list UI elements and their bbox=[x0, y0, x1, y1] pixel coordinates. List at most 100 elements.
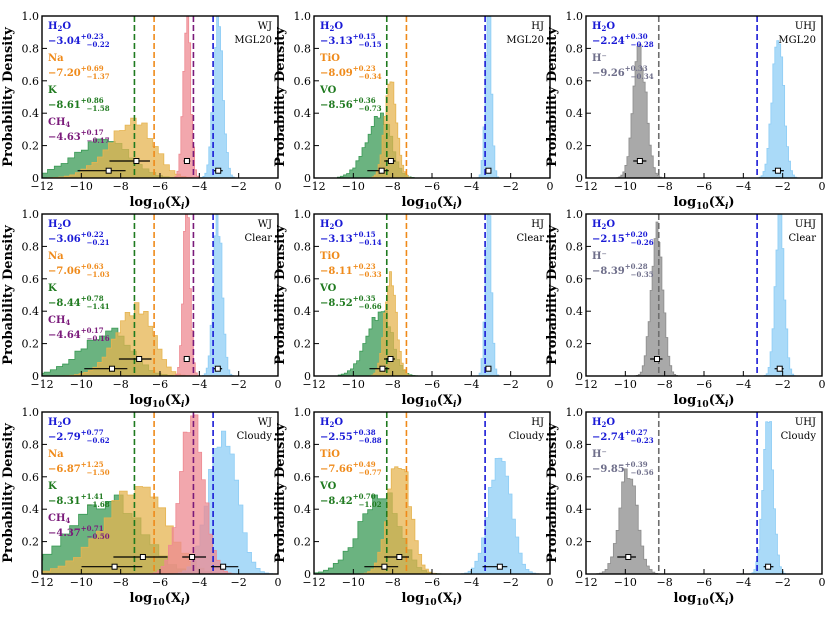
y-tick-label: 0 bbox=[304, 172, 311, 185]
species-name-vo: VO bbox=[319, 283, 337, 294]
y-axis-label: Probability Density bbox=[273, 27, 288, 167]
species-value-h2o: −2.24+0.30 −0.28 bbox=[592, 32, 654, 49]
y-axis-label: Probability Density bbox=[1, 225, 16, 365]
y-tick-label: 0.8 bbox=[22, 240, 40, 253]
y-axis-label: Probability Density bbox=[273, 423, 288, 563]
plot-area bbox=[314, 412, 540, 574]
y-tick-label: 0 bbox=[32, 172, 39, 185]
species-value-ch4: −4.37+0.71 −0.50 bbox=[48, 524, 110, 541]
y-tick-label: 0.4 bbox=[294, 107, 312, 120]
x-tick-label: −2 bbox=[231, 180, 247, 193]
x-tick-label: 0 bbox=[819, 180, 826, 193]
x-tick-label: −8 bbox=[385, 378, 401, 391]
x-tick-label: −6 bbox=[152, 180, 168, 193]
x-tick-label: −10 bbox=[70, 576, 93, 589]
posterior-tio bbox=[350, 466, 439, 574]
species-name-vo: VO bbox=[319, 481, 337, 492]
median-marker-h2o bbox=[215, 167, 222, 174]
x-tick-label: −6 bbox=[152, 378, 168, 391]
species-name-h2o: H2O bbox=[48, 21, 71, 33]
x-tick-label: −2 bbox=[231, 576, 247, 589]
model-label: Cloudy bbox=[509, 431, 545, 442]
species-name-tio: TiO bbox=[320, 53, 340, 64]
y-tick-label: 0 bbox=[576, 172, 583, 185]
x-axis-label: log10(Xi) bbox=[673, 195, 734, 212]
x-tick-label: 0 bbox=[547, 378, 554, 391]
species-value-tio: −8.09+0.23 −0.34 bbox=[320, 64, 382, 81]
y-tick-label: 1.0 bbox=[22, 208, 40, 221]
x-tick-label: −4 bbox=[735, 576, 751, 589]
model-label: MGL20 bbox=[506, 35, 544, 46]
panel-uhj-cloudy: −12 −10 −8 −6 −4 −2 0 0 0.2 0.4 0.6 0.8 1.0 Probabili… bbox=[545, 406, 826, 608]
model-label: Clear bbox=[788, 233, 816, 244]
species-value-na: −7.20+0.69 −1.37 bbox=[48, 64, 110, 81]
y-tick-label: 0.2 bbox=[566, 536, 584, 549]
x-tick-label: −2 bbox=[775, 378, 791, 391]
x-tick-label: −4 bbox=[463, 180, 479, 193]
posterior-tio bbox=[363, 271, 414, 376]
x-tick-label: −4 bbox=[191, 180, 207, 193]
planet-label: UHJ bbox=[795, 417, 816, 428]
x-tick-label: −6 bbox=[424, 378, 440, 391]
y-tick-label: 1.0 bbox=[294, 406, 312, 419]
median-marker-tio bbox=[387, 355, 394, 362]
y-tick-label: 0.8 bbox=[294, 42, 312, 55]
median-marker-h2o bbox=[214, 365, 221, 372]
x-tick-label: −10 bbox=[70, 180, 93, 193]
y-tick-label: 0.4 bbox=[566, 305, 584, 318]
panel-wj-clear: −12 −10 −8 −6 −4 −2 0 0 0.2 0.4 0.6 0.8 1.0 Probabili… bbox=[1, 208, 282, 410]
x-tick-label: −4 bbox=[735, 378, 751, 391]
median-marker-k bbox=[105, 167, 112, 174]
median-marker-h2o bbox=[485, 365, 492, 372]
posterior-ch4 bbox=[170, 16, 201, 178]
median-marker-k bbox=[109, 365, 116, 372]
x-tick-label: −12 bbox=[574, 180, 597, 193]
posterior-h2o bbox=[752, 40, 799, 178]
x-tick-label: −6 bbox=[696, 576, 712, 589]
plot-area bbox=[588, 412, 786, 574]
panel-wj-mgl20: −12 −10 −8 −6 −4 −2 0 0 0.2 0.4 0.6 0.8 1.0 Probabili… bbox=[1, 10, 282, 212]
x-axis-label: log10(Xi) bbox=[129, 393, 190, 410]
x-tick-label: −12 bbox=[30, 180, 53, 193]
species-name-vo: VO bbox=[319, 85, 337, 96]
median-marker-h2o bbox=[776, 365, 783, 372]
y-tick-label: 0.8 bbox=[294, 438, 312, 451]
posterior-h2o bbox=[474, 16, 500, 178]
model-label: Clear bbox=[516, 233, 544, 244]
x-tick-label: −4 bbox=[191, 576, 207, 589]
posterior-h2o bbox=[474, 214, 500, 376]
y-tick-label: 0.2 bbox=[566, 338, 584, 351]
y-tick-label: 0.2 bbox=[294, 536, 312, 549]
species-value-h2o: −2.55+0.38 −0.88 bbox=[320, 428, 382, 445]
model-label: MGL20 bbox=[234, 35, 272, 46]
planet-label: HJ bbox=[531, 219, 544, 230]
species-name-h2o: H2O bbox=[48, 417, 71, 429]
species-name-na: Na bbox=[48, 449, 64, 460]
y-tick-label: 0.6 bbox=[566, 471, 584, 484]
species-value-ch4: −4.63+0.17 −0.17 bbox=[48, 128, 110, 145]
y-tick-label: 0.8 bbox=[22, 42, 40, 55]
posterior-tio bbox=[363, 81, 414, 178]
species-name-h2o: H2O bbox=[592, 219, 615, 231]
x-tick-label: −8 bbox=[385, 576, 401, 589]
x-tick-label: 0 bbox=[275, 378, 282, 391]
median-marker-h2o bbox=[220, 563, 227, 570]
y-tick-label: 0.2 bbox=[22, 536, 40, 549]
x-axis-label: log10(Xi) bbox=[129, 591, 190, 608]
y-tick-label: 0.4 bbox=[294, 503, 312, 516]
posterior-hm bbox=[610, 44, 664, 178]
planet-label: HJ bbox=[531, 21, 544, 32]
planet-label: UHJ bbox=[795, 21, 816, 32]
median-marker-h2o bbox=[485, 167, 492, 174]
median-marker-na bbox=[139, 553, 146, 560]
species-value-tio: −8.11+0.23 −0.33 bbox=[320, 262, 382, 279]
x-tick-label: −10 bbox=[342, 180, 365, 193]
x-tick-label: 0 bbox=[819, 576, 826, 589]
posterior-ch4 bbox=[171, 214, 201, 376]
x-tick-label: −2 bbox=[503, 180, 519, 193]
species-value-h2o: −3.06+0.22 −0.21 bbox=[48, 230, 110, 247]
median-marker-ch4 bbox=[189, 553, 196, 560]
y-axis-label: Probability Density bbox=[545, 27, 560, 167]
species-name-na: Na bbox=[48, 251, 64, 262]
posterior-h2o bbox=[450, 457, 540, 574]
